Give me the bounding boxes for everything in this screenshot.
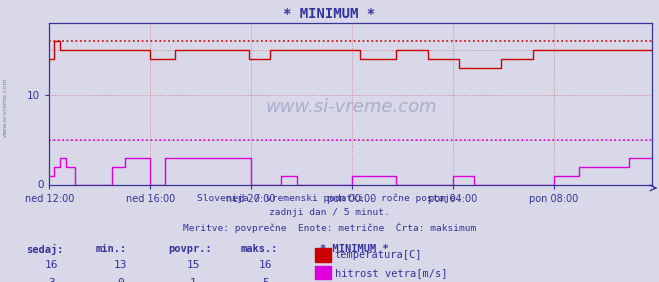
Text: 15: 15 — [186, 260, 200, 270]
Text: 16: 16 — [45, 260, 58, 270]
Text: sedaj:: sedaj: — [26, 244, 64, 255]
Text: Meritve: povprečne  Enote: metrične  Črta: maksimum: Meritve: povprečne Enote: metrične Črta:… — [183, 222, 476, 233]
Text: zadnji dan / 5 minut.: zadnji dan / 5 minut. — [269, 208, 390, 217]
Text: 16: 16 — [259, 260, 272, 270]
Text: 5: 5 — [262, 278, 269, 282]
Text: 13: 13 — [114, 260, 127, 270]
Text: 1: 1 — [190, 278, 196, 282]
Text: povpr.:: povpr.: — [168, 244, 212, 254]
Text: www.si-vreme.com: www.si-vreme.com — [265, 98, 437, 116]
Text: www.si-vreme.com: www.si-vreme.com — [3, 78, 8, 137]
Text: temperatura[C]: temperatura[C] — [335, 250, 422, 261]
Text: min.:: min.: — [96, 244, 127, 254]
Text: Slovenija / vremenski podatki - ročne postaje.: Slovenija / vremenski podatki - ročne po… — [197, 193, 462, 203]
Text: 3: 3 — [48, 278, 55, 282]
Text: * MINIMUM *: * MINIMUM * — [283, 7, 376, 21]
Text: * MINIMUM *: * MINIMUM * — [320, 244, 388, 254]
Text: 0: 0 — [37, 180, 43, 190]
Text: 0: 0 — [117, 278, 124, 282]
Text: maks.:: maks.: — [241, 244, 278, 254]
Text: hitrost vetra[m/s]: hitrost vetra[m/s] — [335, 268, 447, 278]
